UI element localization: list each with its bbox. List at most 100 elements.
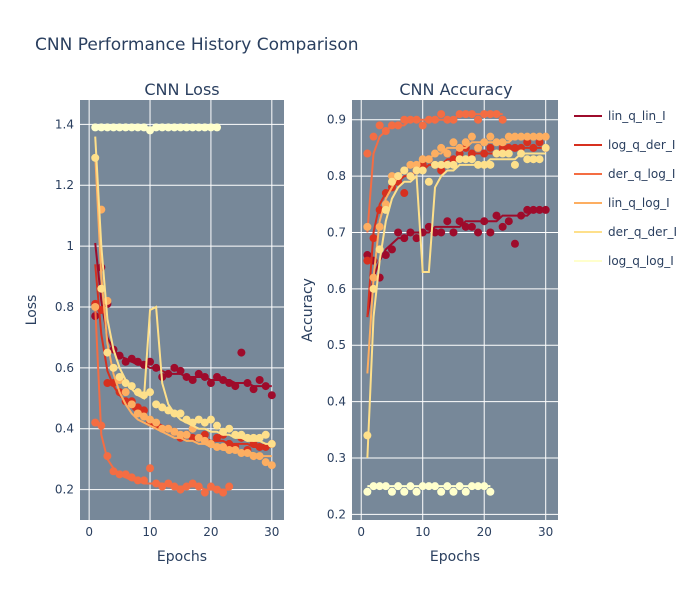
data-point-der_q_der_I	[97, 284, 106, 293]
data-point-der_q_der_I	[400, 166, 409, 175]
data-point-der_q_der_I	[498, 149, 507, 158]
data-point-lin_q_log_I	[200, 436, 209, 445]
data-point-lin_q_lin_I	[504, 217, 513, 226]
data-point-lin_q_lin_I	[431, 228, 440, 237]
data-point-lin_q_lin_I	[443, 217, 452, 226]
x-tick-label: 10	[415, 525, 430, 539]
data-point-lin_q_lin_I	[412, 234, 421, 243]
data-point-lin_q_lin_I	[461, 222, 470, 231]
data-point-der_q_log_I	[474, 115, 483, 124]
data-point-der_q_log_I	[437, 110, 446, 119]
x-tick-label: 0	[85, 525, 93, 539]
data-point-der_q_log_I	[498, 115, 507, 124]
series-line-lin_q_lin_I	[366, 208, 546, 318]
data-point-der_q_der_I	[225, 424, 234, 433]
data-point-lin_q_lin_I	[363, 251, 372, 260]
data-point-lin_q_log_I	[363, 222, 372, 231]
legend-item-lin_q_lin_I[interactable]: lin_q_lin_I	[574, 109, 666, 123]
legend-item-log_q_log_I[interactable]: log_q_log_I	[574, 254, 674, 268]
data-point-lin_q_lin_I	[541, 205, 550, 214]
data-point-der_q_der_I	[213, 421, 222, 430]
data-point-lin_q_lin_I	[455, 217, 464, 226]
y-tick-label: 0.2	[55, 483, 74, 497]
data-point-der_q_log_I	[375, 121, 384, 130]
x-tick-label: 20	[477, 525, 492, 539]
data-point-log_q_der_I	[486, 143, 495, 152]
data-point-log_q_der_I	[200, 430, 209, 439]
data-point-der_q_log_I	[91, 418, 100, 427]
data-point-der_q_log_I	[363, 149, 372, 158]
y-tick-label: 1.4	[55, 117, 74, 131]
series-line-lin_q_log_I	[94, 154, 272, 458]
data-point-lin_q_lin_I	[510, 239, 519, 248]
data-point-log_q_der_I	[400, 189, 409, 198]
data-point-log_q_log_I	[412, 487, 421, 496]
subplot-title: CNN Accuracy	[399, 80, 512, 99]
data-point-der_q_der_I	[152, 400, 161, 409]
legend-item-der_q_log_I[interactable]: der_q_log_I	[574, 167, 675, 181]
series-line-der_q_der_I	[94, 136, 272, 445]
subplot-accuracy: 0 10 20 30 0.2 0.3 0.4 0.5 0.6 0.7 0.8 0.9 CNN Accur…	[300, 80, 558, 565]
data-point-lin_q_log_I	[152, 418, 161, 427]
data-point-log_q_der_I	[213, 433, 222, 442]
data-point-der_q_der_I	[249, 433, 258, 442]
data-point-lin_q_lin_I	[424, 222, 433, 231]
y-tick-label: 0.2	[327, 507, 346, 521]
data-point-der_q_der_I	[146, 388, 155, 397]
legend-item-der_q_der_I[interactable]: der_q_der_I	[574, 225, 677, 239]
data-point-der_q_der_I	[394, 172, 403, 181]
data-point-lin_q_lin_I	[170, 363, 179, 372]
series-der_q_log_I	[91, 306, 234, 497]
data-point-lin_q_log_I	[146, 415, 155, 424]
data-point-lin_q_log_I	[449, 138, 458, 147]
data-point-log_q_log_I	[437, 487, 446, 496]
y-tick-label: 0.6	[327, 282, 346, 296]
data-point-lin_q_lin_I	[474, 228, 483, 237]
legend-item-log_q_der_I[interactable]: log_q_der_I	[574, 138, 675, 152]
data-point-der_q_log_I	[400, 115, 409, 124]
data-point-lin_q_log_I	[461, 138, 470, 147]
data-point-lin_q_lin_I	[387, 245, 396, 254]
data-point-lin_q_lin_I	[486, 228, 495, 237]
data-point-der_q_der_I	[529, 155, 538, 164]
legend-item-lin_q_log_I[interactable]: lin_q_log_I	[574, 196, 670, 210]
legend-label: log_q_der_I	[608, 138, 675, 152]
data-point-lin_q_log_I	[139, 412, 148, 421]
legend-label: der_q_log_I	[608, 167, 675, 181]
data-layer	[363, 110, 550, 496]
series-lin_q_log_I	[91, 154, 276, 470]
data-point-der_q_log_I	[200, 488, 209, 497]
data-point-log_q_der_I	[103, 379, 112, 388]
legend[interactable]: lin_q_lin_I log_q_der_I der_q_log_I lin_q_l…	[574, 109, 677, 268]
data-point-der_q_log_I	[146, 464, 155, 473]
legend-label: lin_q_lin_I	[608, 109, 666, 123]
data-point-der_q_der_I	[424, 177, 433, 186]
data-point-der_q_der_I	[535, 155, 544, 164]
x-axis-label: Epochs	[157, 549, 207, 565]
data-point-der_q_der_I	[467, 155, 476, 164]
series-der_q_log_I	[363, 110, 507, 233]
y-tick-label: 1.2	[55, 178, 74, 192]
data-point-log_q_der_I	[363, 256, 372, 265]
data-point-der_q_log_I	[206, 482, 215, 491]
data-point-der_q_der_I	[200, 418, 209, 427]
series-log_q_log_I	[363, 482, 495, 496]
data-point-lin_q_lin_I	[467, 222, 476, 231]
data-point-lin_q_lin_I	[194, 369, 203, 378]
data-point-der_q_der_I	[449, 160, 458, 169]
y-tick-label: 0.3	[327, 451, 346, 465]
data-point-lin_q_log_I	[91, 302, 100, 311]
data-point-lin_q_log_I	[467, 132, 476, 141]
data-point-lin_q_log_I	[261, 458, 270, 467]
data-point-der_q_der_I	[91, 153, 100, 162]
data-point-der_q_der_I	[510, 160, 519, 169]
series-log_q_log_I	[91, 123, 222, 135]
data-point-der_q_der_I	[261, 430, 270, 439]
series-line-der_q_der_I	[366, 152, 546, 459]
data-point-lin_q_lin_I	[394, 228, 403, 237]
x-tick-label: 30	[264, 525, 279, 539]
data-point-lin_q_lin_I	[492, 211, 501, 220]
data-point-lin_q_log_I	[437, 143, 446, 152]
data-point-lin_q_log_I	[474, 143, 483, 152]
